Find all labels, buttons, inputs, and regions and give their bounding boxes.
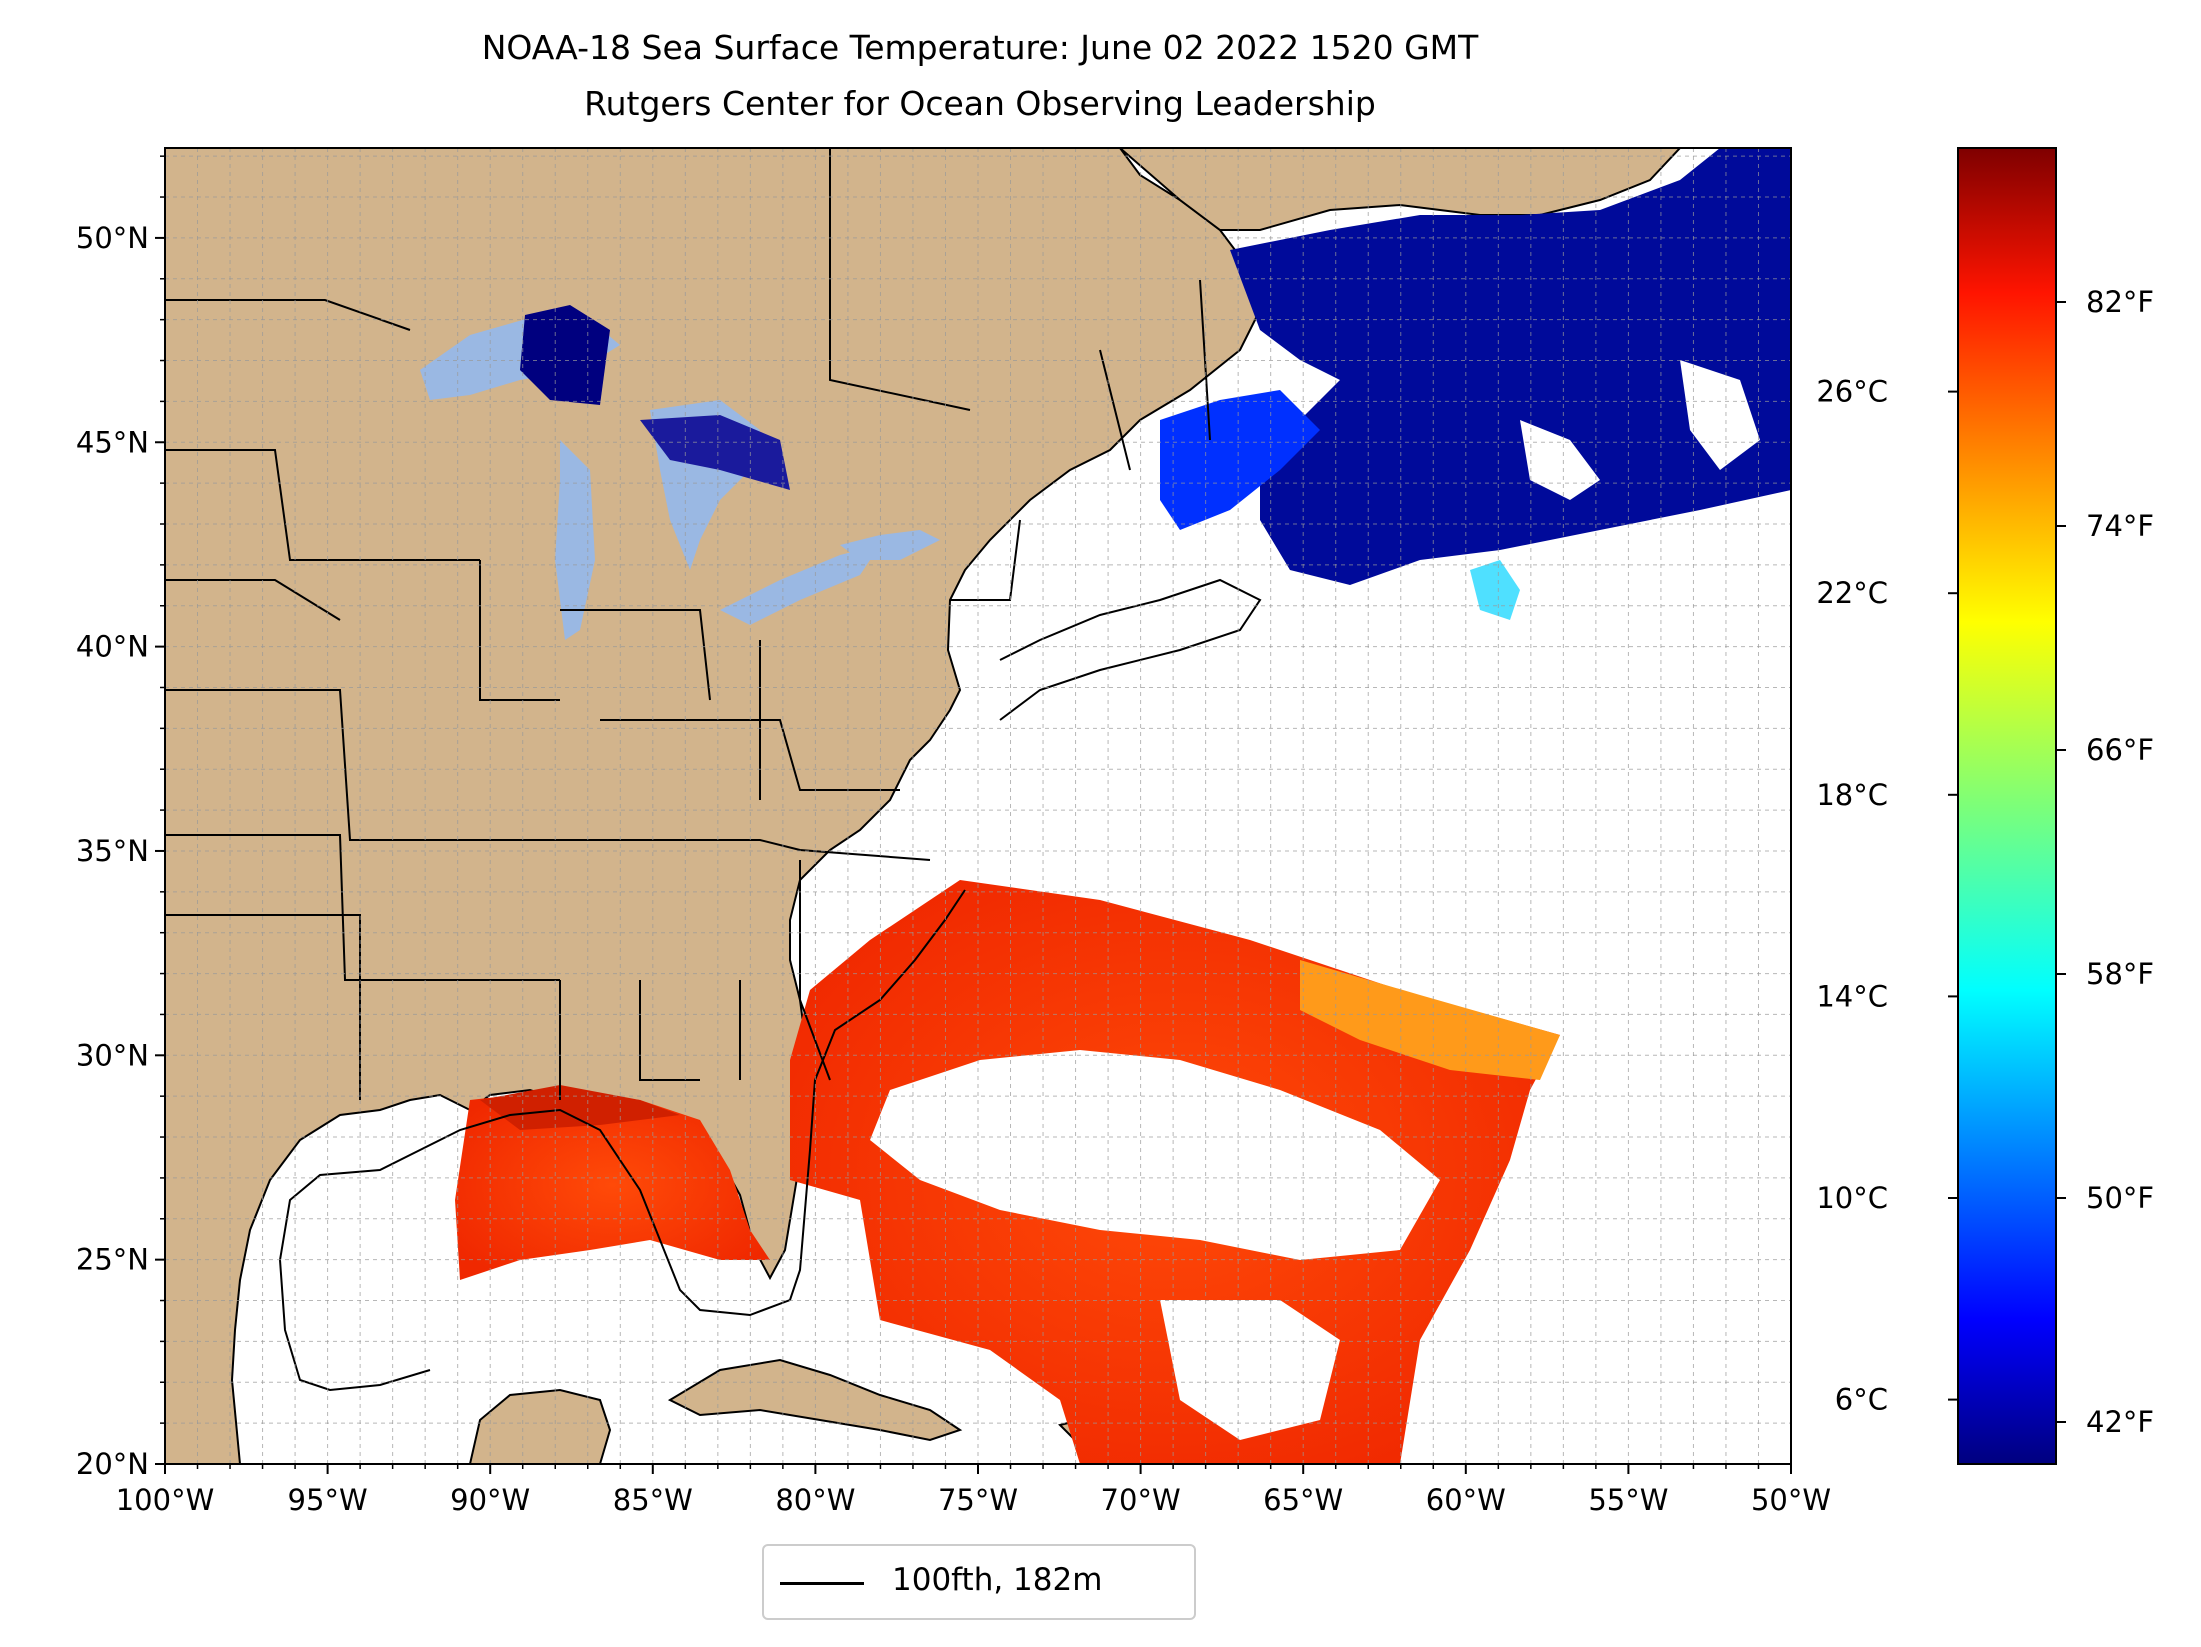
lon-tick-label: 70°W — [1101, 1483, 1181, 1517]
colorbar-c-label: 6°C — [1835, 1383, 1888, 1417]
colorbar-c-label: 26°C — [1816, 375, 1888, 409]
lon-tick-label: 90°W — [450, 1483, 530, 1517]
lon-tick-label: 95°W — [288, 1483, 368, 1517]
legend-label: 100fth, 182m — [892, 1562, 1102, 1598]
longitude-axis: 100°W 95°W 90°W 85°W 80°W 75°W 70°W 65°W 60°W 55°… — [116, 1464, 1831, 1517]
colorbar-c-label: 10°C — [1816, 1181, 1888, 1215]
latitude-axis: 20°N 25°N 30°N 35°N 40°N 45°N 50°N — [76, 156, 165, 1481]
lon-tick-label: 100°W — [116, 1483, 215, 1517]
legend-line-swatch — [780, 1582, 864, 1585]
lat-tick-label: 50°N — [76, 221, 149, 255]
lat-tick-label: 25°N — [76, 1243, 149, 1277]
lat-tick-label: 40°N — [76, 630, 149, 664]
colorbar-f-label: 74°F — [2086, 509, 2154, 543]
lon-tick-label: 65°W — [1263, 1483, 1343, 1517]
lon-tick-label: 85°W — [613, 1483, 693, 1517]
colorbar-c-label: 22°C — [1816, 576, 1888, 610]
lon-tick-label: 50°W — [1751, 1483, 1831, 1517]
map-area — [165, 148, 1791, 1464]
lat-tick-label: 45°N — [76, 425, 149, 459]
colorbar-c-label: 18°C — [1816, 778, 1888, 812]
colorbar — [1958, 148, 2056, 1464]
colorbar-f-label: 82°F — [2086, 285, 2154, 319]
colorbar-c-label: 14°C — [1816, 979, 1888, 1013]
colorbar-celsius-axis: 6°C 10°C 14°C 18°C 22°C 26°C — [1816, 375, 1958, 1417]
colorbar-f-label: 58°F — [2086, 957, 2154, 991]
lat-tick-label: 20°N — [76, 1447, 149, 1481]
lon-tick-label: 75°W — [938, 1483, 1018, 1517]
lon-tick-label: 80°W — [775, 1483, 855, 1517]
lat-tick-label: 30°N — [76, 1038, 149, 1072]
colorbar-f-label: 42°F — [2086, 1405, 2154, 1439]
lat-tick-label: 35°N — [76, 834, 149, 868]
lon-tick-label: 60°W — [1426, 1483, 1506, 1517]
lon-tick-label: 55°W — [1588, 1483, 1668, 1517]
colorbar-f-label: 66°F — [2086, 733, 2154, 767]
colorbar-f-label: 50°F — [2086, 1181, 2154, 1215]
colorbar-fahrenheit-axis: 42°F 50°F 58°F 66°F 74°F 82°F — [2056, 285, 2154, 1439]
legend: 100fth, 182m — [762, 1544, 1196, 1620]
